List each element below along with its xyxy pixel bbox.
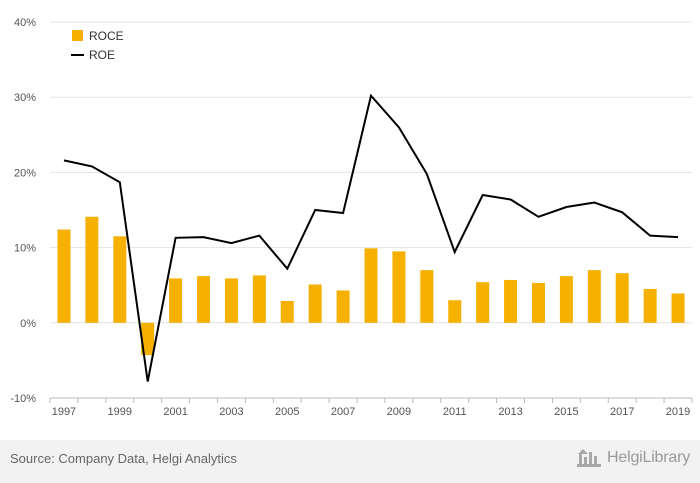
roce-bar	[224, 278, 238, 323]
y-tick-label: 20%	[14, 167, 36, 179]
legend-label-roce: ROCE	[89, 29, 124, 43]
x-tick-label: 2019	[666, 406, 690, 418]
y-tick-label: 30%	[14, 92, 36, 104]
legend: ROCE ROE	[71, 29, 124, 62]
x-tick-label: 2005	[275, 406, 299, 418]
brand-name: HelgiLibrary	[607, 449, 690, 466]
roce-bar	[420, 270, 434, 323]
roce-bar	[169, 278, 183, 323]
roce-bar	[364, 248, 378, 323]
roce-bar	[57, 229, 71, 323]
roce-bar	[280, 300, 294, 323]
footer: Source: Company Data, Helgi Analytics He…	[0, 440, 700, 483]
brand-logo: HelgiLibrary	[576, 448, 690, 468]
x-tick-label: 1997	[52, 406, 76, 418]
y-tick-label: 0%	[20, 318, 36, 330]
roce-bar	[615, 273, 629, 323]
y-tick-label: 40%	[14, 17, 36, 29]
library-icon	[577, 449, 602, 467]
x-tick-label: 2011	[443, 406, 467, 418]
chart: 40% 30% 20% 10% 0% -10% 1997 1999 2001 2003 2005 2…	[10, 17, 693, 418]
x-tick-label: 2001	[163, 406, 187, 418]
y-tick-label: -10%	[10, 393, 36, 405]
y-tick-label: 10%	[14, 243, 36, 255]
x-tick-label: 2007	[331, 406, 355, 418]
roce-bar	[141, 322, 155, 356]
roce-bar	[252, 275, 266, 323]
x-tick-label: 1999	[108, 406, 132, 418]
x-tick-label: 2017	[610, 406, 634, 418]
roce-bar	[671, 293, 685, 323]
roce-bars	[57, 216, 685, 356]
roce-bar	[113, 236, 127, 323]
roce-bar	[643, 288, 657, 323]
legend-label-roe: ROE	[89, 48, 115, 62]
roce-bar	[308, 284, 322, 323]
roce-bar	[448, 300, 462, 323]
x-tick-label: 2015	[554, 406, 578, 418]
roce-bar	[476, 282, 490, 323]
x-tick-label: 2003	[219, 406, 243, 418]
roce-bar	[559, 276, 573, 323]
y-axis-labels: 40% 30% 20% 10% 0% -10%	[10, 17, 36, 405]
roce-bar	[587, 270, 601, 323]
roce-bar	[85, 216, 99, 323]
roce-bar	[531, 282, 545, 323]
roce-bar	[336, 290, 350, 323]
x-tick-label: 2013	[498, 406, 522, 418]
roe-line	[63, 93, 679, 382]
x-tick-label: 2009	[387, 406, 411, 418]
roce-bar	[504, 279, 518, 323]
roce-bar	[197, 276, 211, 323]
x-axis-ticks: 1997 1999 2001 2003 2005 2007 2009 2011 2013 2015…	[49, 398, 693, 418]
source-note: Source: Company Data, Helgi Analytics	[10, 451, 237, 466]
legend-swatch-roce	[72, 30, 83, 41]
roce-bar	[392, 251, 406, 323]
roe-line-group	[63, 93, 679, 382]
